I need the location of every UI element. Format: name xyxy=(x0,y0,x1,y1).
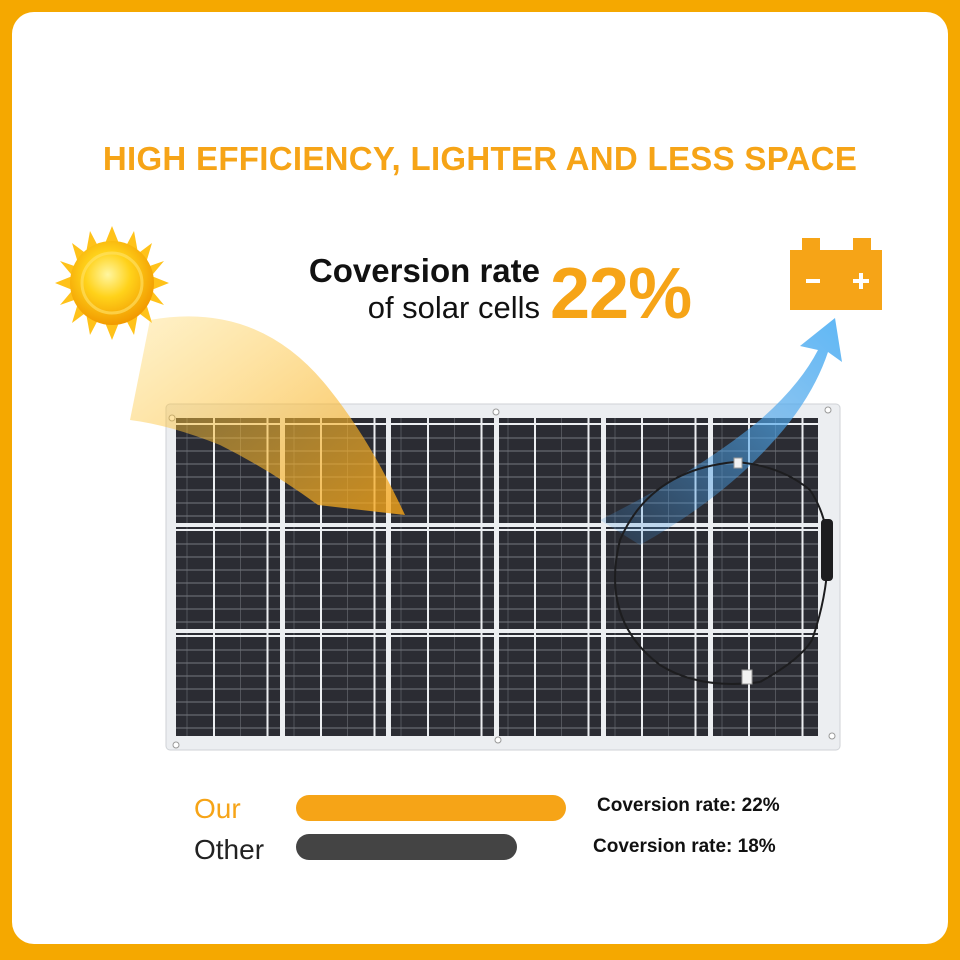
battery-icon xyxy=(790,238,882,310)
other-rate-bar xyxy=(296,834,517,860)
conversion-line1: Coversion rate xyxy=(308,252,540,289)
our-rate-bar xyxy=(296,795,566,821)
sun-icon xyxy=(55,226,169,340)
headline: HIGH EFFICIENCY, LIGHTER AND LESS SPACE xyxy=(102,140,858,177)
conversion-caption: Coversion rate of solar cells xyxy=(252,252,540,326)
sunlight-beam xyxy=(130,316,405,515)
other-rate-text: Coversion rate: 18% xyxy=(593,836,776,857)
conversion-line2: of solar cells xyxy=(367,290,540,325)
product-card: HIGH EFFICIENCY, LIGHTER AND LESS SPACE … xyxy=(12,12,948,944)
our-label: Our xyxy=(194,793,241,824)
cable xyxy=(614,457,833,685)
other-label: Other xyxy=(194,834,265,865)
our-rate-text: Coversion rate: 22% xyxy=(597,795,780,816)
conversion-value: 22% xyxy=(550,254,692,334)
illustration xyxy=(55,226,882,751)
